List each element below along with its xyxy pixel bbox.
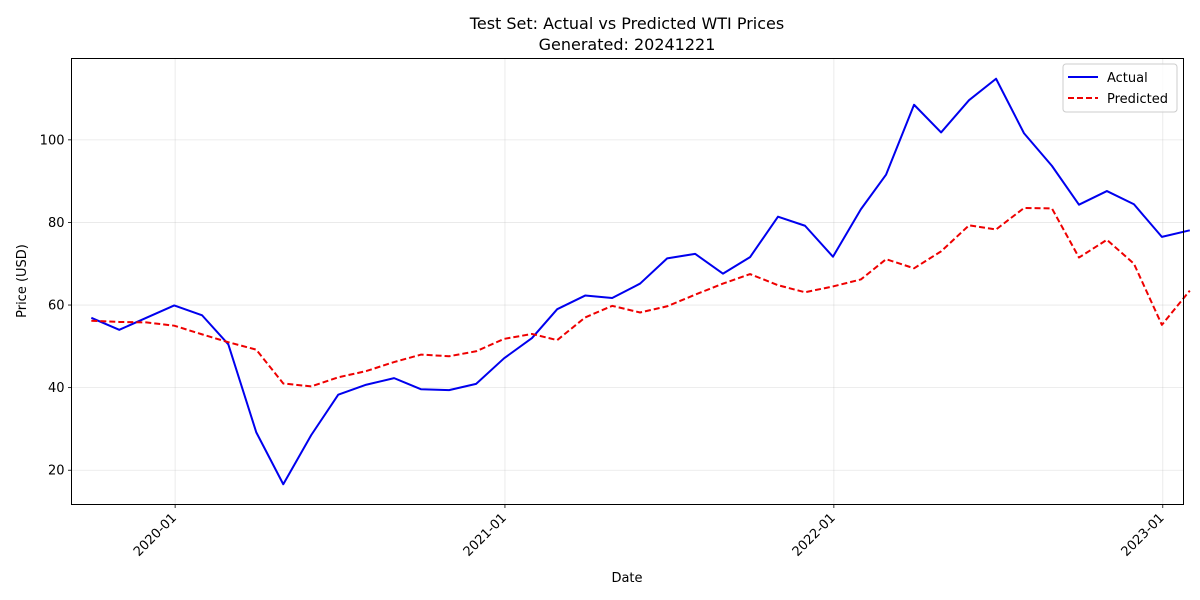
series-line-predicted <box>91 206 1191 388</box>
y-tick-label: 40 <box>48 381 65 396</box>
y-tick-label: 100 <box>40 133 65 148</box>
x-tick-label: 2023-01 <box>1119 511 1168 560</box>
x-tick-label: 2022-01 <box>790 511 839 560</box>
series-line-actual <box>90 77 1191 486</box>
x-tick-label: 2021-01 <box>461 511 510 560</box>
legend-label-predicted: Predicted <box>1107 92 1168 107</box>
y-tick-label: 80 <box>48 216 65 231</box>
y-axis: 20 40 60 80 100 <box>40 133 72 479</box>
y-tick-label: 60 <box>48 299 65 314</box>
chart-title: Test Set: Actual vs Predicted WTI Prices <box>469 14 784 33</box>
legend: Actual Predicted <box>1062 63 1178 113</box>
x-tick-label: 2020-01 <box>131 511 180 560</box>
y-axis-label: Price (USD) <box>15 244 30 318</box>
legend-label-actual: Actual <box>1107 71 1148 86</box>
plot-area-frame <box>71 58 1184 505</box>
chart-subtitle: Generated: 20241221 <box>539 35 716 54</box>
grid-lines <box>71 58 1184 505</box>
y-tick-label: 20 <box>48 464 65 479</box>
series-layer <box>90 77 1191 486</box>
x-axis: 2020-01 2021-01 2022-01 2023-01 <box>131 504 1168 560</box>
x-axis-label: Date <box>611 571 642 586</box>
